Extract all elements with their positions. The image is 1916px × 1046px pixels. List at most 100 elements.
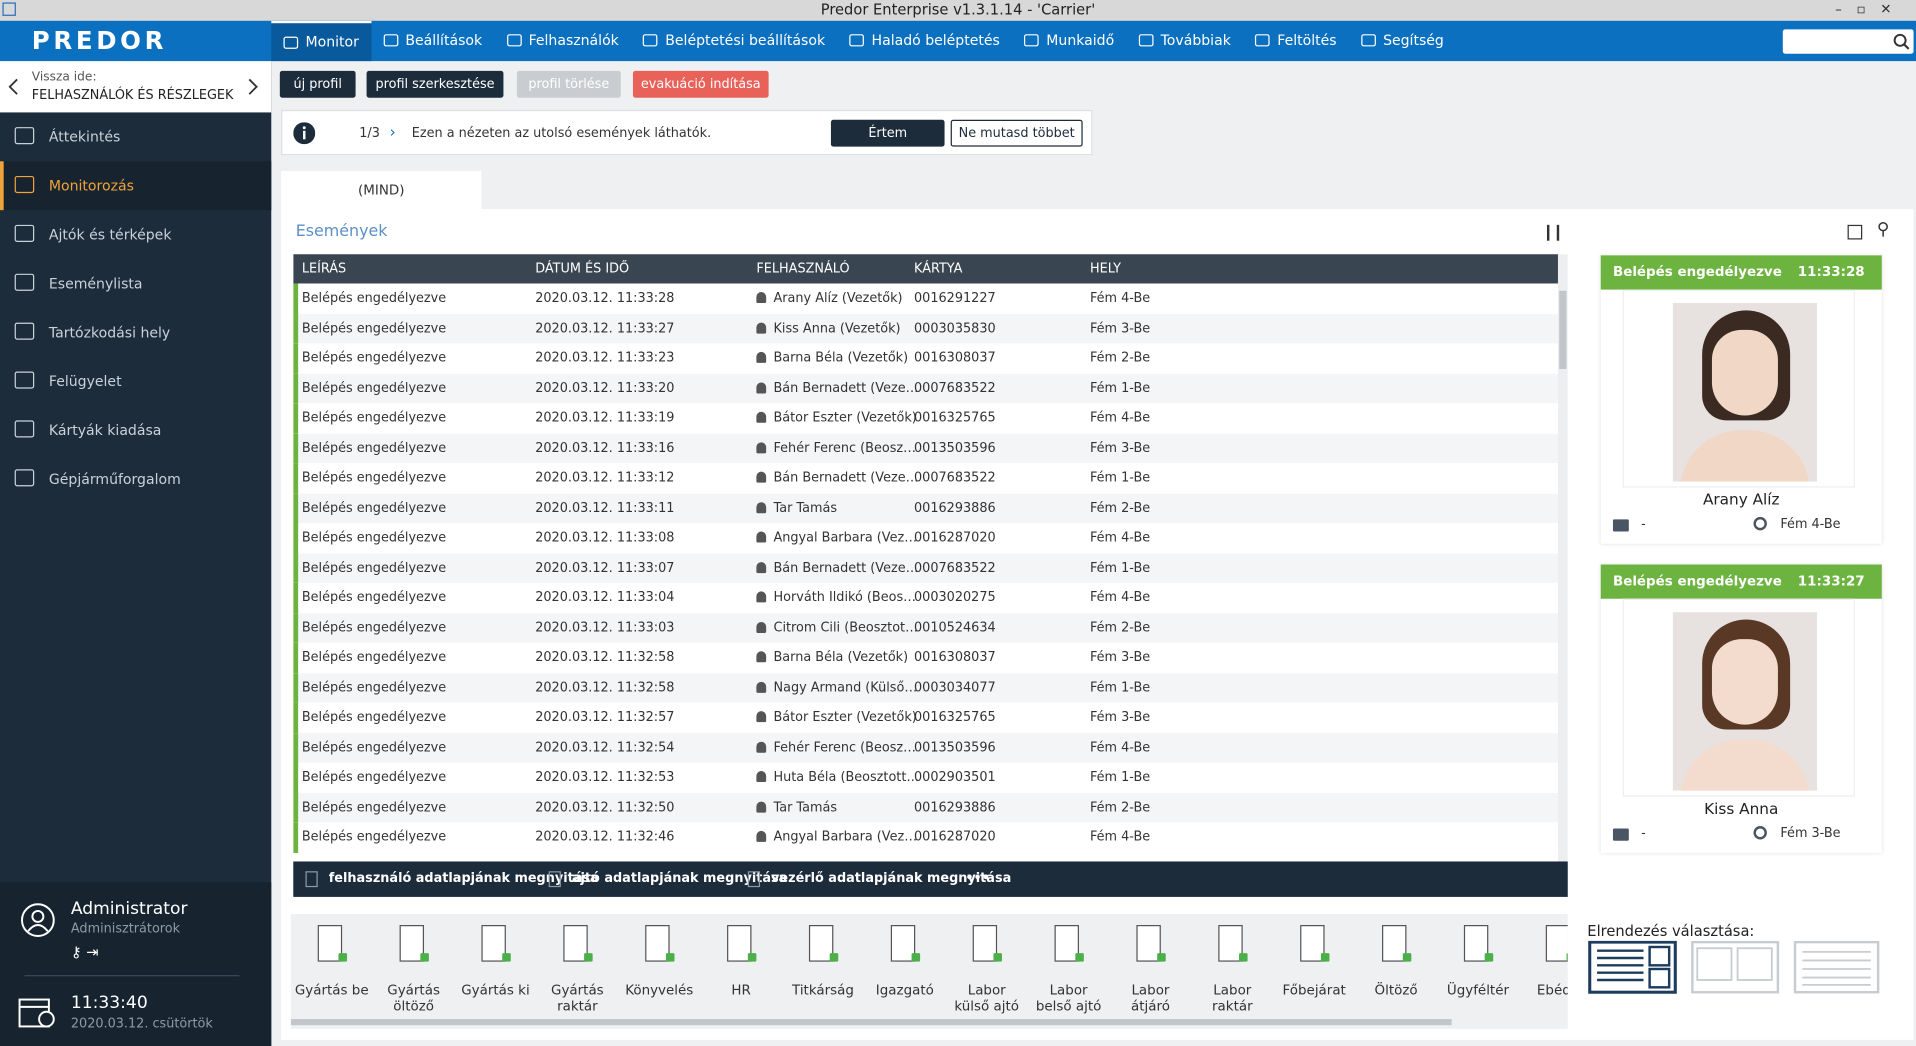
popout-button[interactable] [1847, 224, 1863, 240]
table-row[interactable]: Belépés engedélyezve 2020.03.12. 11:32:58… [293, 672, 1558, 703]
menu-item[interactable]: Továbbiak [1126, 21, 1243, 61]
door-label[interactable]: Gyártás raktár [551, 982, 604, 1015]
door[interactable]: Labor külső ajtó [946, 914, 1028, 1024]
window-controls[interactable]: –▫✕ [1835, 1, 1907, 18]
sidebar-item[interactable]: Áttekintés [0, 112, 271, 161]
table-row[interactable]: Belépés engedélyezve 2020.03.12. 11:32:54… [293, 732, 1558, 763]
door-label[interactable]: Öltöző [1374, 982, 1418, 999]
table-row[interactable]: Belépés engedélyezve 2020.03.12. 11:33:03… [293, 612, 1558, 643]
pause-button[interactable] [1546, 224, 1560, 241]
back-target[interactable]: FELHASZNÁLÓK ÉS RÉSZLEGEK [31, 87, 234, 103]
menu-item[interactable]: Beállítások [371, 21, 494, 61]
door-scroll-thumb[interactable] [290, 1019, 1452, 1026]
table-row[interactable]: Belépés engedélyezve 2020.03.12. 11:32:46… [293, 822, 1558, 853]
door-label[interactable]: Labor külső ajtó [954, 982, 1020, 1015]
search-icon[interactable] [1893, 33, 1910, 50]
table-row[interactable]: Belépés engedélyezve 2020.03.12. 11:33:19… [293, 403, 1558, 434]
table-row[interactable]: Belépés engedélyezve 2020.03.12. 11:33:07… [293, 552, 1558, 583]
action-link[interactable]: vezérlő adatlapjának megnyitása [771, 871, 1012, 886]
table-row[interactable]: Belépés engedélyezve 2020.03.12. 11:33:04… [293, 582, 1558, 613]
table-row[interactable]: Belépés engedélyezve 2020.03.12. 11:32:58… [293, 642, 1558, 673]
door[interactable]: Labor átjáró [1110, 914, 1192, 1024]
door[interactable]: Főbejárat [1273, 914, 1355, 1024]
sidebar-item[interactable]: Monitorozás [0, 161, 272, 211]
toolbar-button[interactable]: profil szerkesztése [366, 70, 504, 98]
door[interactable]: Ügyféltér [1437, 914, 1519, 1024]
menu-item[interactable]: Haladó beléptetés [837, 21, 1012, 61]
door-label[interactable]: Titkárság [792, 982, 854, 999]
door-label[interactable]: Igazgató [875, 982, 934, 999]
door[interactable]: Gyártás ki [455, 914, 537, 1024]
table-row[interactable]: Belépés engedélyezve 2020.03.12. 11:33:12… [293, 463, 1558, 494]
door-label[interactable]: Gyártás be [294, 982, 369, 999]
info-button[interactable]: Értem [830, 119, 945, 147]
toolbar-button[interactable]: evakuáció indítása [632, 70, 769, 98]
pin-button[interactable]: ⚲ [1876, 219, 1890, 240]
back-arrow[interactable] [7, 78, 19, 95]
door[interactable]: Labor raktár [1191, 914, 1273, 1024]
table-row[interactable]: Belépés engedélyezve 2020.03.12. 11:33:08… [293, 522, 1558, 553]
table-row[interactable]: Belépés engedélyezve 2020.03.12. 11:33:16… [293, 433, 1558, 464]
forward-arrow[interactable] [247, 78, 259, 95]
door-label[interactable]: Könyvelés [625, 982, 694, 999]
scrollbar[interactable] [1557, 254, 1568, 862]
column-header[interactable]: DÁTUM ÉS IDŐ [535, 261, 630, 277]
event-card[interactable]: Belépés engedélyezve 11:33:27 Kiss Anna - Fé… [1600, 564, 1882, 853]
search-box[interactable] [1782, 29, 1914, 54]
door[interactable]: HR [700, 914, 782, 1024]
menu-item[interactable]: Segítség [1349, 21, 1456, 61]
door-label[interactable]: Gyártás ki [461, 982, 530, 999]
sidebar-item[interactable]: Kártyák kiadása [0, 406, 271, 455]
door[interactable]: Ebédlő [1519, 914, 1568, 1024]
door[interactable]: Gyártás raktár [536, 914, 618, 1024]
sidebar-item[interactable]: Felügyelet [0, 357, 271, 406]
column-header[interactable]: FELHASZNÁLÓ [756, 261, 850, 277]
layout-options[interactable] [1587, 940, 1905, 995]
user-actions[interactable]: ⚷ ⇥ [70, 943, 99, 961]
toolbar-button[interactable]: új profil [279, 70, 356, 98]
menu-item[interactable]: Monitor [271, 20, 372, 62]
door-label[interactable]: Gyártás öltöző [387, 982, 440, 1015]
sidebar-item[interactable]: Gépjárműforgalom [0, 455, 271, 504]
column-header[interactable]: LEÍRÁS [301, 261, 347, 277]
door-label[interactable]: HR [731, 982, 751, 999]
table-row[interactable]: Belépés engedélyezve 2020.03.12. 11:33:11… [293, 493, 1558, 523]
menu-item[interactable]: Beléptetési beállítások [631, 21, 837, 61]
table-row[interactable]: Belépés engedélyezve 2020.03.12. 11:33:20… [293, 373, 1558, 404]
table-row[interactable]: Belépés engedélyezve 2020.03.12. 11:33:27… [293, 313, 1558, 344]
door-label[interactable]: Ügyféltér [1446, 982, 1510, 999]
door-label[interactable]: Főbejárat [1282, 982, 1346, 999]
action-link[interactable]: ••• [965, 871, 990, 886]
door[interactable]: Gyártás be [291, 914, 373, 1024]
action-link[interactable]: ajtó adatlapjának megnyitása [571, 871, 788, 886]
info-next[interactable]: › [389, 123, 396, 141]
door-label[interactable]: Ebédlő [1536, 982, 1568, 999]
scroll-thumb[interactable] [1559, 290, 1567, 370]
door-label[interactable]: Labor átjáró [1130, 982, 1170, 1015]
door-label[interactable]: Labor raktár [1212, 982, 1253, 1015]
door[interactable]: Labor belső ajtó [1028, 914, 1110, 1024]
door[interactable]: Gyártás öltöző [373, 914, 455, 1024]
menu-item[interactable]: Felhasználók [494, 21, 631, 61]
sidebar-item[interactable]: Tartózkodási hely [0, 308, 271, 357]
table-row[interactable]: Belépés engedélyezve 2020.03.12. 11:33:28… [293, 283, 1558, 314]
door[interactable]: Öltöző [1355, 914, 1437, 1024]
table-row[interactable]: Belépés engedélyezve 2020.03.12. 11:32:53… [293, 762, 1558, 793]
action-link[interactable]: felhasználó adatlapjának megnyitása [328, 871, 599, 886]
sidebar-item[interactable]: Ajtók és térképek [0, 210, 271, 259]
table-row[interactable]: Belépés engedélyezve 2020.03.12. 11:32:57… [293, 702, 1558, 733]
door[interactable]: Könyvelés [618, 914, 700, 1024]
back-link[interactable]: Vissza ide: FELHASZNÁLÓK ÉS RÉSZLEGEK [0, 61, 272, 113]
column-header[interactable]: KÁRTYA [914, 261, 963, 277]
event-card[interactable]: Belépés engedélyezve 11:33:28 Arany Alíz - F… [1600, 255, 1882, 544]
table-row[interactable]: Belépés engedélyezve 2020.03.12. 11:32:50… [293, 792, 1558, 823]
info-button[interactable]: Ne mutasd többet [950, 119, 1083, 147]
menu-item[interactable]: Munkaidő [1012, 21, 1126, 61]
door[interactable]: Titkárság [782, 914, 864, 1024]
column-header[interactable]: HELY [1089, 261, 1122, 277]
door[interactable]: Igazgató [864, 914, 946, 1024]
sidebar-item[interactable]: Eseménylista [0, 259, 271, 308]
door-label[interactable]: Labor belső ajtó [1035, 982, 1102, 1015]
table-row[interactable]: Belépés engedélyezve 2020.03.12. 11:33:23… [293, 343, 1558, 374]
tab[interactable]: (MIND) [281, 171, 482, 211]
